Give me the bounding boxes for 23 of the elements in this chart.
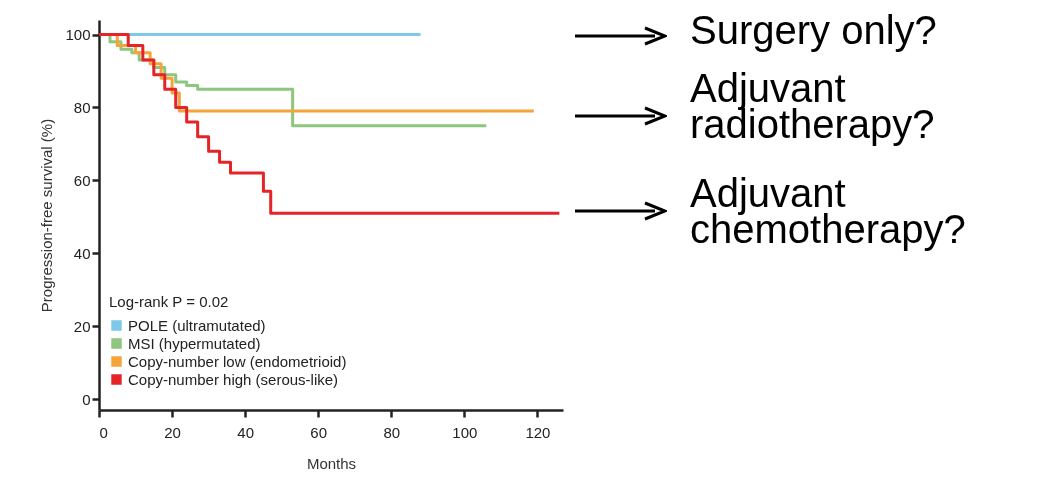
text: Adjuvant radiotherapy? (690, 66, 936, 146)
x-axis-title: Months (306, 454, 357, 472)
x-tick-label: 20 (164, 423, 181, 441)
legend-title: Log-rank P = 0.02 (109, 293, 229, 310)
x-tick-label: 120 (525, 423, 551, 441)
text: Surgery only? (690, 8, 938, 52)
y-tick-label: 60 (73, 171, 91, 189)
x-tick-label: 0 (99, 423, 108, 441)
x-tick-label: 60 (310, 423, 328, 441)
legend-label: POLE (ultramutated) (128, 316, 266, 334)
x-tick-label: 40 (237, 423, 254, 441)
x-tick-label: 80 (383, 423, 401, 441)
y-axis-title: Progression-free survival (%) (38, 118, 56, 313)
y-tick-label: 100 (65, 26, 91, 44)
x-tick-label: 100 (452, 423, 478, 441)
legend-label: Copy-number low (endometrioid) (128, 352, 347, 370)
y-tick-label: 80 (73, 98, 91, 116)
y-tick-label: 20 (73, 317, 91, 335)
legend-label: Copy-number high (serous-like) (128, 370, 339, 388)
y-tick-label: 0 (82, 390, 91, 408)
y-tick-label: 40 (73, 244, 91, 262)
text: Adjuvant chemotherapy? (690, 171, 967, 251)
legend-label: MSI (hypermutated) (128, 334, 261, 352)
